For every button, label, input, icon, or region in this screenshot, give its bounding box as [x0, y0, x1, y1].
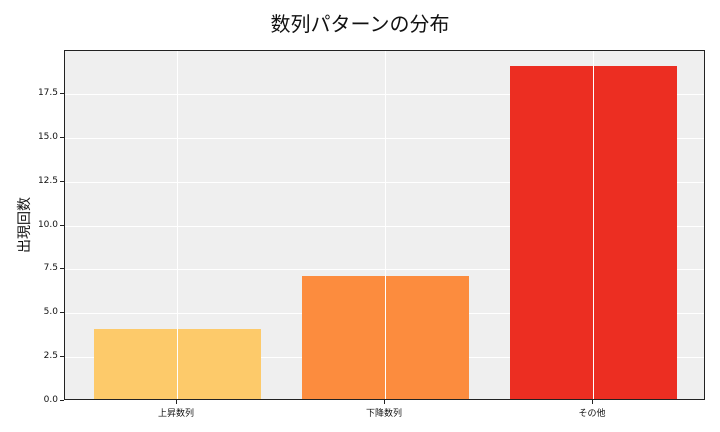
gridline-v	[177, 51, 178, 399]
x-tick-mark	[176, 400, 177, 404]
plot-area	[64, 50, 705, 400]
gridline-h	[65, 225, 704, 227]
y-tick-mark	[60, 92, 64, 94]
x-tick-mark	[384, 400, 385, 404]
y-tick-label: 7.5	[43, 263, 58, 274]
x-tick-label: 下降数列	[365, 409, 403, 419]
y-tick-label: 17.5	[37, 87, 58, 98]
y-tick-label: 10.0	[37, 219, 58, 230]
gridline-v	[385, 51, 386, 399]
y-tick-mark	[60, 356, 64, 358]
y-tick-mark	[60, 224, 64, 226]
y-tick-label: 12.5	[37, 175, 58, 186]
gridline-h	[65, 137, 704, 139]
chart-title: 数列パターンの分布	[270, 12, 450, 36]
y-tick-mark	[60, 180, 64, 182]
x-tick-mark	[592, 400, 593, 404]
y-tick-mark	[60, 400, 64, 401]
gridline-h	[65, 181, 704, 183]
y-tick-mark	[60, 268, 64, 270]
y-tick-mark	[60, 136, 64, 138]
x-tick-label: その他	[578, 409, 606, 419]
y-tick-label: 0.0	[43, 395, 58, 405]
y-tick-label: 2.5	[43, 351, 58, 362]
y-tick-label: 5.0	[43, 307, 58, 318]
y-tick-mark	[60, 312, 64, 314]
gridline-v	[593, 51, 594, 399]
y-tick-label: 15.0	[37, 131, 58, 142]
gridline-h	[65, 93, 704, 95]
gridline-h	[65, 269, 704, 271]
x-tick-label: 上昇数列	[157, 409, 195, 419]
y-axis-label: 出現回数	[17, 197, 33, 253]
